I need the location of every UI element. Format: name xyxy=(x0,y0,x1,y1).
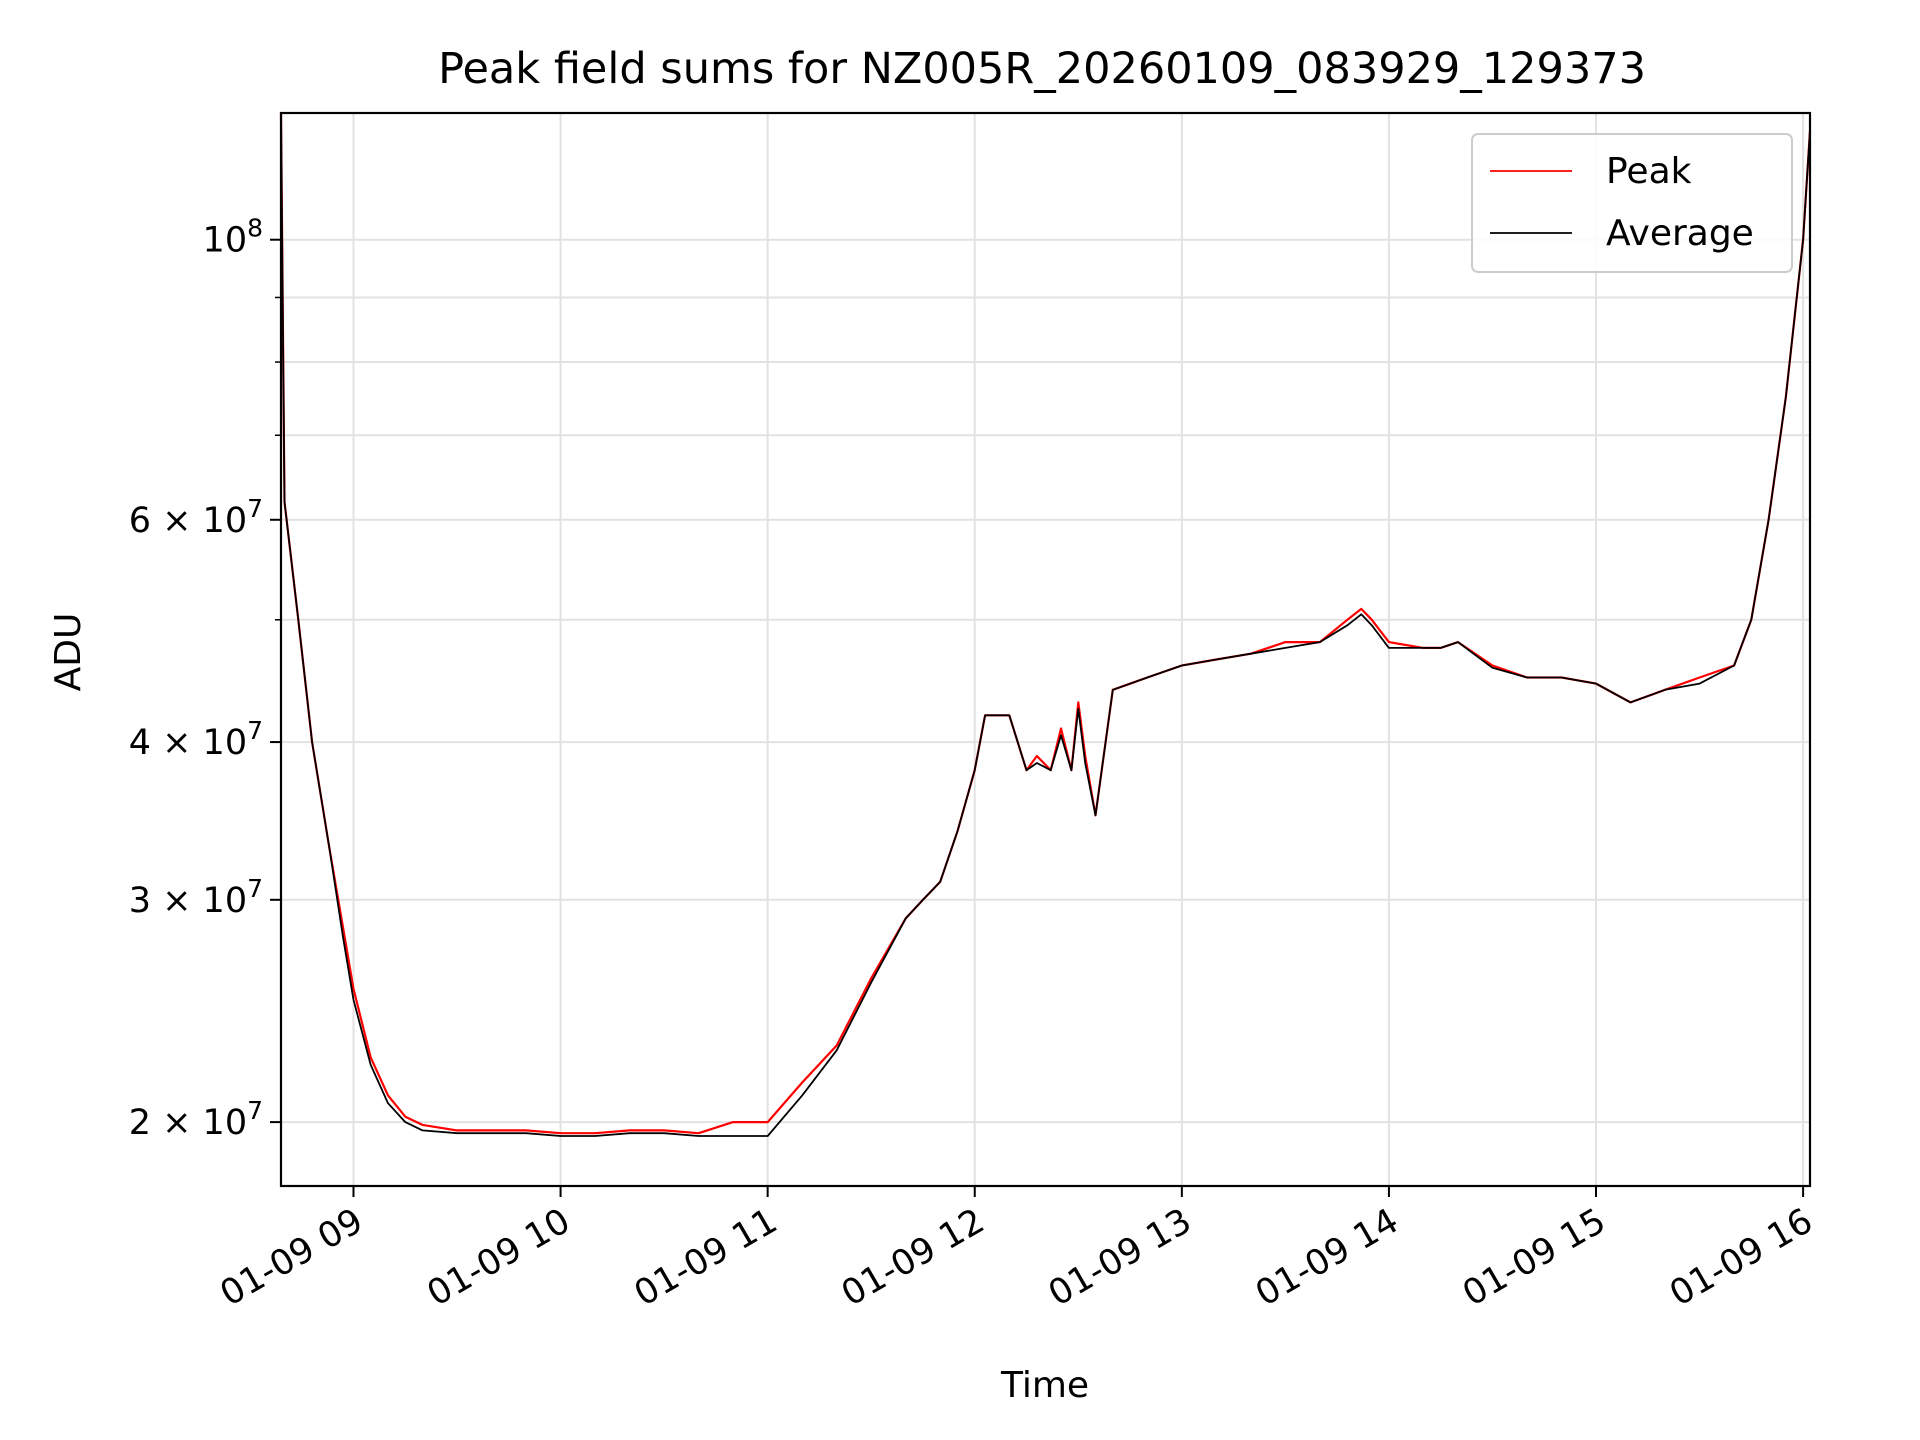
y-tick-label: 108 xyxy=(203,214,263,261)
legend-label-average: Average xyxy=(1606,213,1754,254)
plot-frame xyxy=(279,111,1812,1188)
legend-label-peak: Peak xyxy=(1606,151,1692,192)
x-tick-label: 01-09 13 xyxy=(1042,1201,1198,1314)
x-tick-label: 01-09 16 xyxy=(1663,1201,1819,1314)
x-tick-label: 01-09 10 xyxy=(421,1201,577,1314)
y-tick-label: 6 × 107 xyxy=(129,494,263,541)
x-tick-label: 01-09 12 xyxy=(835,1201,991,1314)
x-axis: 01-09 09 01-09 10 01-09 11 01-09 12 01-09 13… xyxy=(214,1186,1820,1314)
legend-box xyxy=(1471,133,1793,273)
x-tick-label: 01-09 09 xyxy=(214,1201,370,1314)
grid xyxy=(281,113,1810,1186)
series-layer xyxy=(279,112,1812,1137)
chart-title: Peak field sums for NZ005R_20260109_0839… xyxy=(438,44,1646,94)
y-tick-label: 2 × 107 xyxy=(129,1096,263,1143)
series-line-average xyxy=(280,112,1811,1137)
legend: Peak Average xyxy=(1471,133,1793,273)
x-axis-label: Time xyxy=(1000,1365,1089,1406)
x-tick-label: 01-09 11 xyxy=(628,1201,784,1314)
x-tick-label: 01-09 14 xyxy=(1249,1201,1405,1314)
y-axis-label: ADU xyxy=(48,613,89,692)
x-tick-label: 01-09 15 xyxy=(1456,1201,1612,1314)
y-axis: 2 × 107 3 × 107 4 × 107 6 × 107 108 xyxy=(129,214,281,1143)
y-tick-label: 4 × 107 xyxy=(129,716,263,763)
y-tick-label: 3 × 107 xyxy=(129,874,263,921)
